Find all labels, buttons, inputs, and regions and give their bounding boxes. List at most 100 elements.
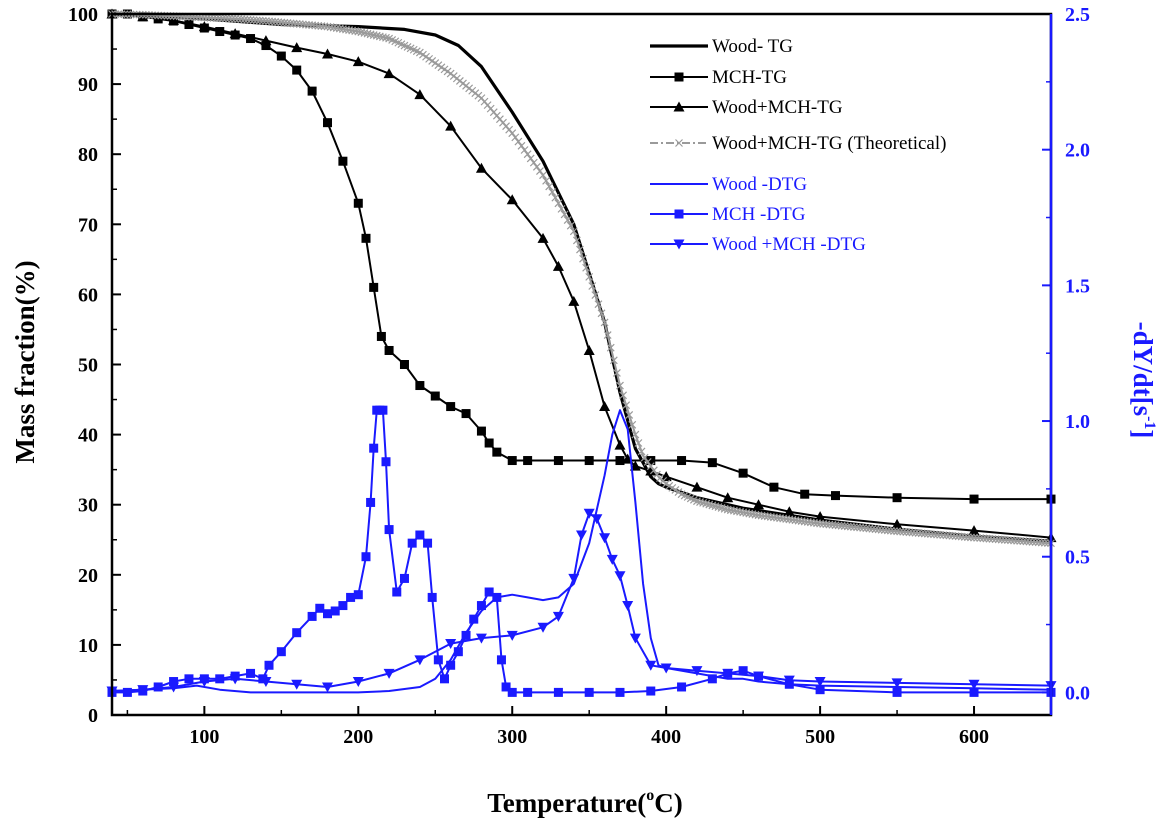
series-point [783, 506, 795, 517]
series-point [231, 14, 240, 23]
series-point [614, 571, 626, 582]
series-point [911, 528, 920, 537]
series-point [646, 686, 656, 696]
series-point [831, 521, 840, 530]
series-point [363, 29, 372, 38]
y-right-tick-label: 0.5 [1065, 547, 1090, 569]
y-left-tick-label: 80 [78, 144, 98, 166]
legend-marker [674, 72, 684, 82]
series-point [614, 439, 626, 450]
x-tick-label: 200 [343, 726, 373, 748]
y-left-tick-label: 60 [78, 284, 98, 306]
series-point [475, 162, 487, 173]
series-point [523, 456, 533, 466]
series-wood-mch-tg [106, 8, 1057, 543]
series-point [335, 24, 344, 33]
series-point [843, 522, 852, 531]
tick-marks [112, 13, 1051, 716]
series-point [255, 16, 264, 25]
series-point [822, 520, 831, 529]
series-point [271, 17, 280, 26]
series-point [917, 529, 926, 538]
series-point [548, 188, 557, 196]
series-point [606, 343, 615, 352]
series-point [905, 528, 914, 537]
legend: Wood- TG MCH-TG Wood+MCH-TG Wood+MCH-TG (Th… [650, 36, 946, 255]
series-point [871, 525, 880, 534]
series-point [322, 682, 334, 693]
series-point [517, 141, 526, 150]
series-point [1019, 537, 1028, 546]
series-point [315, 603, 325, 613]
series-point [979, 534, 988, 543]
series-point [738, 468, 748, 478]
series-point [446, 660, 456, 670]
series-point [994, 535, 1003, 544]
series-point [369, 31, 378, 39]
series-point [277, 18, 286, 27]
y-left-tick-label: 90 [78, 74, 98, 96]
series-point [496, 655, 506, 665]
series-point [660, 663, 672, 674]
legend-label: Wood- TG [712, 36, 793, 57]
series-point [736, 507, 744, 516]
series-point [691, 666, 703, 677]
series-point [286, 19, 295, 28]
y-left-tick-label: 0 [88, 705, 98, 727]
legend-marker [673, 101, 685, 112]
series-point [203, 13, 212, 22]
series-point [383, 68, 395, 79]
series-point [1028, 537, 1037, 546]
series-point [260, 35, 272, 46]
series-point [280, 18, 289, 27]
series-point [375, 32, 384, 41]
series-point [819, 520, 828, 528]
series-point [729, 506, 738, 515]
series-point [446, 402, 456, 412]
legend-entry: Wood+MCH-TG (Theoretical) [650, 133, 946, 154]
legend-label: Wood +MCH -DTG [712, 234, 866, 255]
series-point [506, 630, 518, 641]
series-point [631, 430, 640, 439]
series-point [753, 671, 765, 682]
series-point [378, 405, 388, 415]
series-point [748, 510, 757, 519]
series-point [352, 56, 364, 67]
series-point [353, 198, 363, 208]
series-line [111, 13, 1052, 539]
series-line [111, 13, 1052, 545]
series-wood-mch-dtg [106, 508, 1057, 697]
series-point [739, 508, 748, 517]
series-point [329, 23, 338, 32]
series-point [865, 524, 874, 533]
series-point [552, 260, 564, 271]
series-point [184, 674, 194, 684]
series-point [585, 272, 594, 281]
series-point [552, 611, 564, 622]
series-point [381, 457, 391, 467]
series-point [874, 525, 883, 534]
series-point [646, 462, 655, 471]
plot-area [106, 8, 1057, 697]
x-tick-label: 600 [959, 726, 989, 748]
series-point [507, 687, 517, 697]
y-left-tick-label: 70 [78, 214, 98, 236]
series-point [825, 520, 834, 529]
series-point [1025, 537, 1034, 546]
series-point [537, 622, 549, 633]
series-point [215, 674, 225, 684]
series-point [968, 679, 980, 690]
series-point [954, 532, 963, 541]
series-point [537, 232, 549, 243]
series-point [726, 506, 735, 515]
series-point [539, 171, 547, 180]
series-point [475, 633, 487, 644]
series-point [346, 592, 356, 602]
series-point [276, 51, 286, 61]
series-point [991, 535, 1000, 544]
series-point [326, 23, 335, 32]
series-point [814, 511, 826, 522]
series-point [923, 529, 932, 538]
series-point [302, 20, 310, 29]
series-point [291, 42, 303, 53]
